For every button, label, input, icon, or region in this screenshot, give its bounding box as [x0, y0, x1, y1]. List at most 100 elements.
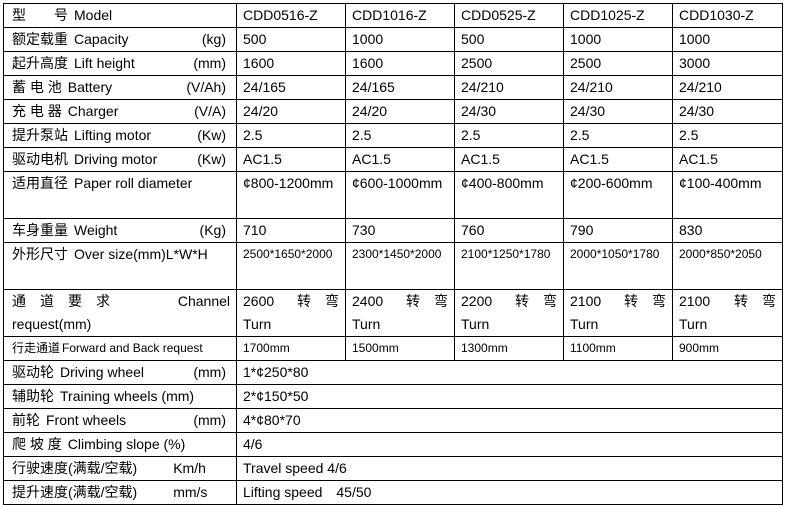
spec-value: ¢600-1000mm: [345, 171, 455, 219]
spec-value: 1700mm: [236, 336, 346, 361]
spec-value: 2.5: [236, 123, 346, 148]
spec-value: ¢800-1200mm: [236, 171, 346, 219]
row-label: 提升速度(满载/空载) mm/s: [3, 480, 237, 505]
label-cn: 提升泵站: [12, 127, 68, 143]
spec-value: 2300*1450*2000: [345, 242, 455, 290]
spec-value: 730: [345, 218, 455, 243]
spec-value: 2400 转 弯 Turn: [345, 289, 455, 337]
turn-en: Turn: [352, 316, 381, 332]
model-header: CDD1030-Z: [672, 3, 783, 28]
label-text: 爬 坡 度 Climbing slope (%): [12, 434, 186, 456]
label-en: Training wheels (mm): [60, 388, 195, 404]
turn-cn: 转 弯: [515, 293, 557, 309]
table-row: 提升速度(满载/空载) mm/s Lifting speed 45/50: [3, 480, 783, 505]
spec-value: 24/30: [454, 99, 564, 124]
label-text: 前轮 Front wheels: [12, 410, 126, 432]
spec-value: 2000*850*2050: [672, 242, 783, 290]
label-cn: 爬 坡 度: [12, 436, 62, 452]
label-text: 行驶速度(满载/空载) Km/h: [12, 458, 206, 480]
row-label: 驱动电机 Driving motor (Kw): [3, 147, 237, 172]
channel-width: 2100: [570, 293, 602, 309]
spec-value: 24/210: [672, 75, 783, 100]
spec-value: AC1.5: [454, 147, 564, 172]
spec-value: AC1.5: [236, 147, 346, 172]
label-text: 提升速度(满载/空载) mm/s: [12, 482, 207, 504]
table-row: 行驶速度(满载/空载) Km/h Travel speed 4/6: [3, 456, 783, 481]
row-label: 驱动轮 Driving wheel (mm): [3, 360, 237, 385]
label-text: 型 号 Model: [12, 5, 112, 27]
label-cn: 行驶速度(满载/空载): [12, 460, 138, 476]
label-unit: (Kw): [197, 127, 226, 143]
label-en: Climbing slope (%): [67, 436, 186, 452]
table-row: 爬 坡 度 Climbing slope (%) 4/6: [3, 432, 783, 457]
spec-value: 500: [454, 27, 564, 52]
spec-value: Travel speed 4/6: [236, 456, 783, 481]
model-header: CDD0516-Z: [236, 3, 346, 28]
row-label: 车身重量 Weight (Kg): [3, 218, 237, 243]
label-text: 行走通道 Forward and Back request: [12, 338, 203, 360]
label-cn: 蓄 电 池: [12, 79, 62, 95]
table-row: 车身重量 Weight (Kg) 710 730 760 790 830: [3, 218, 783, 243]
label-cn: 驱动轮: [12, 364, 54, 380]
label-cn: 起升高度: [12, 55, 68, 71]
spec-value: 2500: [454, 51, 564, 76]
spec-value: 24/210: [563, 75, 673, 100]
turn-cn: 转 弯: [406, 293, 448, 309]
spec-value: 2.5: [672, 123, 783, 148]
table-row: 型 号 Model CDD0516-Z CDD1016-Z CDD0525-Z CDD10…: [3, 3, 783, 28]
spec-value: ¢100-400mm: [672, 171, 783, 219]
label-cn: 充 电 器: [12, 103, 62, 119]
turn-cn: 转 弯: [734, 293, 776, 309]
label-unit: (V/Ah): [186, 79, 226, 95]
label-cn: 额定载重: [12, 31, 68, 47]
table-row: 蓄 电 池 Battery (V/Ah) 24/165 24/165 24/210 24/2…: [3, 75, 783, 100]
spec-value: 900mm: [672, 336, 783, 361]
label-unit: (mm): [193, 55, 226, 71]
turn-cn: 转 弯: [297, 293, 339, 309]
table-row: 前轮 Front wheels (mm) 4*¢80*70: [3, 408, 783, 433]
row-label: 型 号 Model: [3, 3, 237, 28]
label-en: Driving wheel: [60, 364, 145, 380]
spec-value: 2100*1250*1780: [454, 242, 564, 290]
table-row: 适用直径 Paper roll diameter ¢800-1200mm ¢600-1…: [3, 171, 783, 219]
spec-value: ¢400-800mm: [454, 171, 564, 219]
spec-value: 24/30: [563, 99, 673, 124]
label-en: Forward and Back request: [62, 341, 203, 355]
spec-value: 1100mm: [563, 336, 673, 361]
label-cn: 驱动电机: [12, 151, 68, 167]
spec-value: 2.5: [563, 123, 673, 148]
spec-table: 型 号 Model CDD0516-Z CDD1016-Z CDD0525-Z CDD10…: [3, 3, 783, 505]
spec-value: 2100 转 弯 Turn: [563, 289, 673, 337]
row-label: 爬 坡 度 Climbing slope (%): [3, 432, 237, 457]
spec-value: 1000: [672, 27, 783, 52]
label-en: Km/h: [173, 460, 206, 476]
label-text: 车身重量 Weight: [12, 220, 117, 242]
spec-value: 24/165: [236, 75, 346, 100]
spec-value: 1600: [236, 51, 346, 76]
spec-value: 760: [454, 218, 564, 243]
spec-value: ¢200-600mm: [563, 171, 673, 219]
label-cn: 型 号: [12, 7, 68, 23]
row-label: 充 电 器 Charger (V/A): [3, 99, 237, 124]
spec-value: 2.5: [345, 123, 455, 148]
label-en: Lifting motor: [74, 127, 152, 143]
spec-value: 830: [672, 218, 783, 243]
channel-width: 2200: [461, 293, 493, 309]
spec-value: 500: [236, 27, 346, 52]
turn-en: Turn: [570, 316, 599, 332]
label-text: 蓄 电 池 Battery: [12, 77, 112, 99]
spec-value: 1600: [345, 51, 455, 76]
label-cn: 辅助轮: [12, 388, 54, 404]
model-header: CDD1016-Z: [345, 3, 455, 28]
model-header: CDD0525-Z: [454, 3, 564, 28]
row-label: 适用直径 Paper roll diameter: [3, 171, 237, 219]
row-label: 蓄 电 池 Battery (V/Ah): [3, 75, 237, 100]
label-en: Capacity: [74, 31, 129, 47]
turn-cn: 转 弯: [624, 293, 666, 309]
label-en: Over size(mm)L*W*H: [74, 246, 208, 262]
label-cn: 适用直径: [12, 175, 68, 191]
spec-value: 24/20: [236, 99, 346, 124]
spec-value: 1*¢250*80: [236, 360, 783, 385]
table-row: 外形尺寸 Over size(mm)L*W*H 2500*1650*2000 2300…: [3, 242, 783, 290]
label-text: 驱动电机 Driving motor: [12, 149, 157, 171]
